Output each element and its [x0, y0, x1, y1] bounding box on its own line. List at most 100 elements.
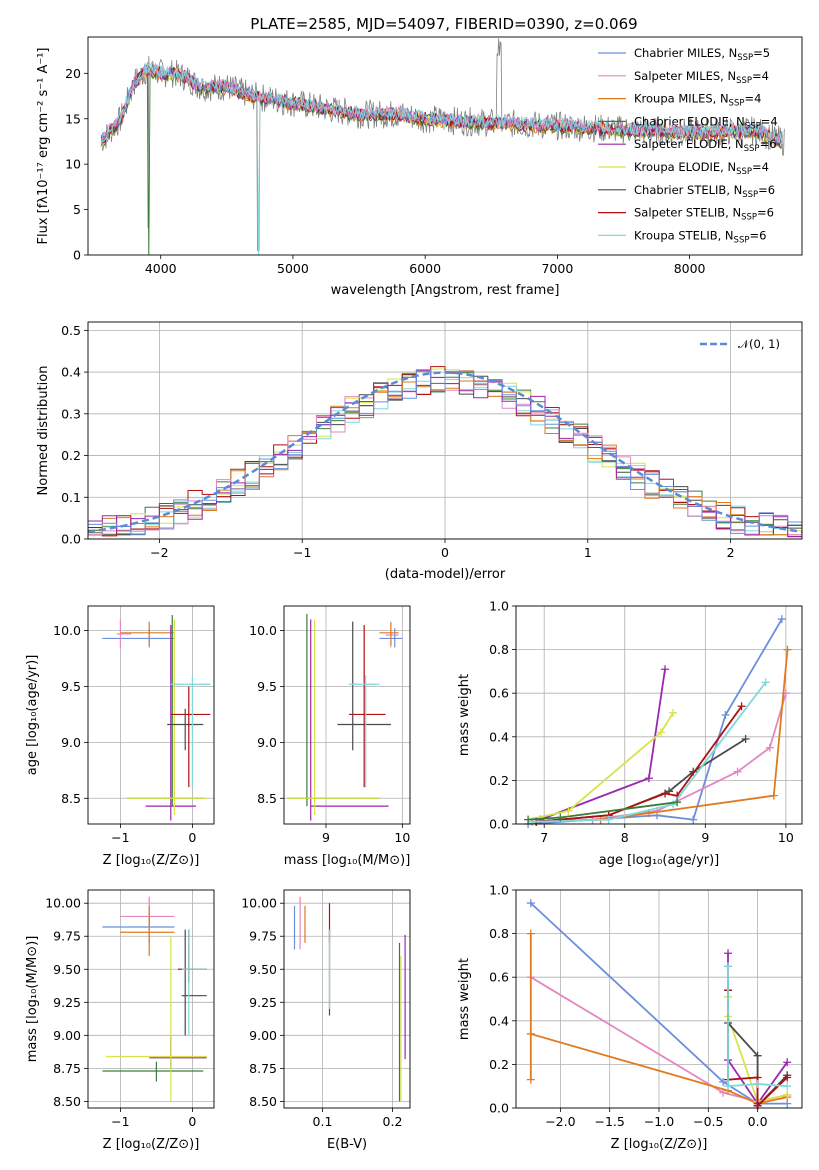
ebvmass-ytick-label: 9.50 [249, 962, 277, 977]
agew-point-marker [669, 800, 678, 809]
spectrum-model-line [100, 61, 783, 255]
legend-entry: Chabrier STELIB, NSSP=6 [634, 183, 775, 200]
agew-point-marker [673, 798, 682, 807]
spectrum-ytick-label: 15 [65, 111, 81, 126]
residual-ytick-label: 0.1 [61, 490, 81, 505]
residual-ytick-label: 0.0 [61, 532, 81, 547]
zw-point-marker [526, 899, 535, 908]
residual-ytick-label: 0.5 [61, 323, 81, 338]
zmass-ytick-label: 8.75 [53, 1061, 81, 1076]
residual-ytick-label: 0.3 [61, 406, 81, 421]
zmass-ytick-label: 9.25 [53, 995, 81, 1010]
spectrum-xtick-label: 5000 [277, 261, 309, 276]
massage-xtick-label: 9 [322, 830, 330, 845]
spectrum-xtick-label: 6000 [409, 261, 441, 276]
figure-title: PLATE=2585, MJD=54097, FIBERID=0390, z=0… [250, 15, 637, 33]
zw-ylabel: mass weight [457, 958, 472, 1040]
zw-xlabel: Z [log₁₀(Z/Z⊙)] [611, 1137, 708, 1152]
agew-series-line [527, 712, 674, 821]
zw-point-marker [526, 929, 535, 938]
agew-point-marker [661, 665, 670, 674]
zw-ytick-label: 0.4 [489, 1013, 509, 1028]
residual-frame [87, 321, 803, 540]
ebvmass-ytick-label: 9.00 [249, 1028, 277, 1043]
agew-point-marker [657, 728, 666, 737]
spectrum-ytick-label: 0 [73, 248, 81, 263]
residual-xlabel: (data-model)/error [385, 567, 506, 582]
ebvmass-xlabel: E(B-V) [327, 1137, 367, 1152]
zage-xtick-label: 0 [188, 830, 196, 845]
spectrum-xlabel: wavelength [Angstrom, rest frame] [331, 283, 560, 298]
massage-xtick-label: 10 [394, 830, 410, 845]
ebvmass-ytick-label: 9.75 [249, 929, 277, 944]
residual-ytick-label: 0.4 [61, 365, 81, 380]
agew-xtick-label: 9 [701, 830, 709, 845]
agew-point-marker [769, 791, 778, 800]
zage-xlabel: Z [log₁₀(Z/Z⊙)] [103, 853, 200, 868]
zw-xtick-label: 0.0 [748, 1114, 768, 1129]
zw-ytick-label: 0.8 [489, 926, 509, 941]
massage-ytick-label: 10.0 [249, 623, 277, 638]
agew-point-marker [669, 708, 678, 717]
zw-xtick-label: −1.5 [595, 1114, 625, 1129]
agew-point-marker [741, 734, 750, 743]
residual-hist-step [88, 366, 802, 537]
ebvmass-xtick-label: 0.1 [313, 1114, 333, 1129]
agew-point-marker [733, 767, 742, 776]
ebvmass-frame [283, 889, 411, 1109]
massage-xlabel: mass [log₁₀(M/M⊙)] [284, 853, 411, 868]
legend-entry: Chabrier MILES, NSSP=5 [634, 46, 770, 63]
agew-ylabel: mass weight [457, 674, 472, 756]
ebvmass-ytick-label: 9.25 [249, 995, 277, 1010]
zw-series-line [530, 902, 788, 1105]
ebvmass-ytick-label: 8.50 [249, 1094, 277, 1109]
zw-ytick-label: 0.0 [489, 1101, 509, 1116]
agew-point-marker [783, 645, 792, 654]
massage-ytick-label: 9.0 [257, 735, 277, 750]
ebvmass-xtick-label: 0.2 [383, 1114, 403, 1129]
spectrum-ytick-label: 10 [65, 157, 81, 172]
zage-xtick-label: −1 [111, 830, 129, 845]
residual-hist-step [88, 369, 802, 536]
zw-point-marker [526, 1075, 535, 1084]
zage-ylabel: age [log₁₀(age/yr)] [25, 655, 40, 776]
agew-point-marker [761, 678, 770, 687]
zw-point-marker [724, 949, 733, 958]
residual-hist-step [88, 374, 802, 536]
zw-frame [515, 889, 803, 1109]
agew-ytick-label: 0.0 [489, 817, 509, 832]
zw-xtick-label: −1.0 [644, 1114, 674, 1129]
zw-ytick-label: 0.2 [489, 1057, 509, 1072]
zw-series-line [529, 933, 788, 1105]
zw-point-marker [783, 1082, 792, 1091]
zmass-frame [87, 889, 215, 1109]
agew-point-marker [556, 813, 565, 822]
zw-point-marker [724, 1082, 733, 1091]
zw-xtick-label: −2.0 [545, 1114, 575, 1129]
residual-legend-label: 𝒩(0, 1) [738, 337, 780, 351]
spectrum-xtick-label: 7000 [541, 261, 573, 276]
zw-point-marker [783, 1090, 792, 1099]
agew-ytick-label: 0.4 [489, 729, 509, 744]
spectrum-ylabel: Flux [fλ10⁻¹⁷ erg cm⁻² s⁻¹ A⁻¹] [36, 48, 51, 245]
zw-point-marker [783, 1058, 792, 1067]
zw-ytick-label: 1.0 [489, 883, 509, 898]
zmass-ytick-label: 9.50 [53, 962, 81, 977]
legend-entry: Kroupa MILES, NSSP=4 [634, 92, 761, 109]
spectrum-frame [87, 36, 803, 256]
agew-xtick-label: 10 [778, 830, 794, 845]
zmass-ylabel: mass [log₁₀(M/M⊙)] [25, 936, 40, 1063]
zmass-xtick-label: −1 [111, 1114, 129, 1129]
massage-frame [283, 605, 411, 825]
legend-entry: Salpeter ELODIE, NSSP=6 [634, 137, 777, 154]
zw-ytick-label: 0.6 [489, 970, 509, 985]
agew-series-line [532, 681, 767, 823]
agew-point-marker [644, 774, 653, 783]
zmass-ytick-label: 9.00 [53, 1028, 81, 1043]
residual-xtick-label: 2 [727, 545, 735, 560]
agew-ytick-label: 0.8 [489, 642, 509, 657]
zage-ytick-label: 9.0 [61, 735, 81, 750]
ebvmass-ytick-label: 10.00 [241, 896, 277, 911]
zage-frame [87, 605, 215, 825]
